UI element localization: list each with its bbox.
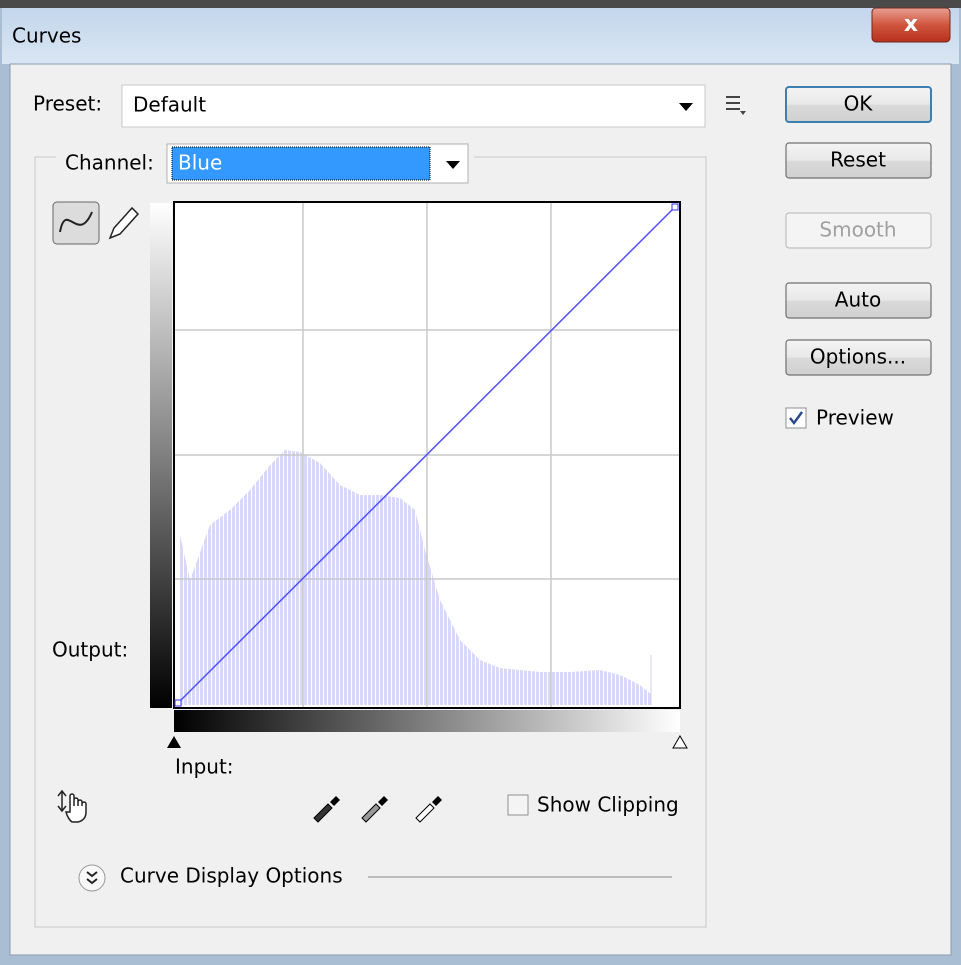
input-gradient <box>174 710 680 732</box>
channel-value: Blue <box>178 151 222 175</box>
show-clipping-checkbox[interactable] <box>508 795 528 815</box>
channel-label: Channel: <box>65 151 154 175</box>
curves-dialog: Curves x Preset: Default OK Reset Smooth… <box>0 0 961 965</box>
title-bar <box>2 8 959 64</box>
show-clipping-label: Show Clipping <box>537 793 679 817</box>
preset-label: Preset: <box>33 92 102 116</box>
preset-value: Default <box>133 93 206 117</box>
backdrop <box>0 0 961 8</box>
reset-label: Reset <box>830 148 886 172</box>
curve-point[interactable] <box>175 700 181 706</box>
curve-point[interactable] <box>672 204 678 210</box>
expand-button[interactable] <box>79 865 105 891</box>
output-label: Output: <box>52 638 128 662</box>
auto-label: Auto <box>835 288 881 312</box>
preset-dropdown[interactable] <box>122 85 705 127</box>
window-title: Curves <box>12 24 81 48</box>
curve-display-options-label: Curve Display Options <box>120 864 343 888</box>
input-label: Input: <box>175 755 234 779</box>
ok-label: OK <box>844 92 874 116</box>
smooth-label: Smooth <box>819 218 896 242</box>
preview-label: Preview <box>816 406 894 430</box>
preview-checkbox[interactable] <box>786 408 806 428</box>
output-gradient <box>150 203 172 708</box>
options-label: Options... <box>810 345 906 369</box>
close-icon: x <box>904 12 918 37</box>
